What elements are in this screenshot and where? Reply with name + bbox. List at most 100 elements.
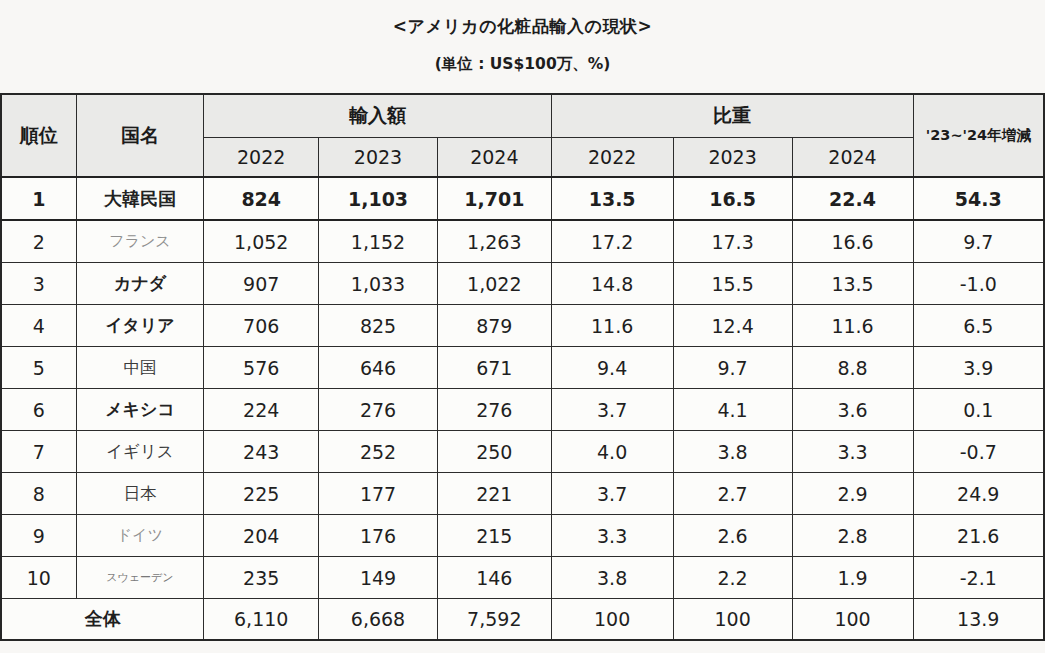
table-row: 2フランス1,0521,1521,26317.217.316.69.7	[1, 220, 1044, 263]
share-value-cell: 17.3	[673, 220, 792, 263]
share-value-cell: 2.9	[792, 473, 913, 515]
country-cell: イギリス	[76, 431, 204, 473]
total-label-cell: 全体	[1, 599, 204, 641]
import-value-cell: 276	[319, 389, 438, 431]
import-value-cell: 671	[437, 347, 551, 389]
share-value-cell: 14.8	[551, 263, 673, 305]
country-cell: 中国	[76, 347, 204, 389]
change-value-cell: 3.9	[913, 347, 1044, 389]
change-value-cell: 6.5	[913, 305, 1044, 347]
table-row: 9ドイツ2041762153.32.62.821.6	[1, 515, 1044, 557]
country-cell: メキシコ	[76, 389, 204, 431]
rank-cell: 4	[1, 305, 76, 347]
page: <アメリカの化粧品輸入の現状> (単位 : US$100万、%) 順位 国名 輸…	[0, 0, 1045, 641]
import-value-cell: 824	[204, 177, 319, 220]
import-value-cell: 243	[204, 431, 319, 473]
share-value-cell: 11.6	[792, 305, 913, 347]
import-value-cell: 1,052	[204, 220, 319, 263]
share-value-cell: 9.4	[551, 347, 673, 389]
import-value-cell: 825	[319, 305, 438, 347]
share-value-cell: 3.6	[792, 389, 913, 431]
import-value-cell: 879	[437, 305, 551, 347]
col-header-country: 国名	[76, 94, 204, 177]
change-value-cell: 24.9	[913, 473, 1044, 515]
import-value-cell: 149	[319, 557, 438, 599]
country-cell: カナダ	[76, 263, 204, 305]
share-value-cell: 3.7	[551, 473, 673, 515]
import-year-header: 2022	[204, 138, 319, 178]
share-value-cell: 16.6	[792, 220, 913, 263]
change-value-cell: 9.7	[913, 220, 1044, 263]
share-value-cell: 9.7	[673, 347, 792, 389]
change-value-cell: -1.0	[913, 263, 1044, 305]
change-value-cell: -2.1	[913, 557, 1044, 599]
share-value-cell: 22.4	[792, 177, 913, 220]
import-value-cell: 225	[204, 473, 319, 515]
total-share-cell: 100	[792, 599, 913, 641]
share-value-cell: 3.8	[551, 557, 673, 599]
total-import-cell: 7,592	[437, 599, 551, 641]
col-header-rank: 順位	[1, 94, 76, 177]
header-group-row: 順位 国名 輸入額 比重 '23~'24年増減	[1, 94, 1044, 138]
change-value-cell: 0.1	[913, 389, 1044, 431]
share-value-cell: 4.1	[673, 389, 792, 431]
col-header-change: '23~'24年増減	[913, 94, 1044, 177]
total-change-cell: 13.9	[913, 599, 1044, 641]
share-value-cell: 12.4	[673, 305, 792, 347]
import-year-header: 2024	[437, 138, 551, 178]
share-value-cell: 11.6	[551, 305, 673, 347]
import-value-cell: 177	[319, 473, 438, 515]
rank-cell: 7	[1, 431, 76, 473]
share-value-cell: 1.9	[792, 557, 913, 599]
rank-cell: 10	[1, 557, 76, 599]
import-value-cell: 250	[437, 431, 551, 473]
share-value-cell: 2.6	[673, 515, 792, 557]
table-row: 5中国5766466719.49.78.83.9	[1, 347, 1044, 389]
total-share-cell: 100	[551, 599, 673, 641]
share-value-cell: 3.8	[673, 431, 792, 473]
share-value-cell: 17.2	[551, 220, 673, 263]
import-value-cell: 1,103	[319, 177, 438, 220]
share-value-cell: 2.8	[792, 515, 913, 557]
share-value-cell: 16.5	[673, 177, 792, 220]
import-value-cell: 1,152	[319, 220, 438, 263]
country-cell: スウェーデン	[76, 557, 204, 599]
total-import-cell: 6,668	[319, 599, 438, 641]
share-value-cell: 3.7	[551, 389, 673, 431]
share-value-cell: 2.2	[673, 557, 792, 599]
rank-cell: 6	[1, 389, 76, 431]
total-row: 全体6,1106,6687,59210010010013.9	[1, 599, 1044, 641]
share-value-cell: 15.5	[673, 263, 792, 305]
unit-note: (単位 : US$100万、%)	[0, 55, 1045, 74]
import-value-cell: 1,701	[437, 177, 551, 220]
import-value-cell: 1,033	[319, 263, 438, 305]
country-cell: ドイツ	[76, 515, 204, 557]
rank-cell: 2	[1, 220, 76, 263]
country-cell: フランス	[76, 220, 204, 263]
import-value-cell: 907	[204, 263, 319, 305]
change-value-cell: -0.7	[913, 431, 1044, 473]
table-row: 4イタリア70682587911.612.411.66.5	[1, 305, 1044, 347]
share-year-header: 2022	[551, 138, 673, 178]
table-row: 8日本2251772213.72.72.924.9	[1, 473, 1044, 515]
import-value-cell: 204	[204, 515, 319, 557]
import-value-cell: 1,022	[437, 263, 551, 305]
import-value-cell: 224	[204, 389, 319, 431]
rank-cell: 3	[1, 263, 76, 305]
import-value-cell: 215	[437, 515, 551, 557]
share-value-cell: 8.8	[792, 347, 913, 389]
share-value-cell: 2.7	[673, 473, 792, 515]
country-cell: 日本	[76, 473, 204, 515]
rank-cell: 5	[1, 347, 76, 389]
total-import-cell: 6,110	[204, 599, 319, 641]
import-value-cell: 146	[437, 557, 551, 599]
share-value-cell: 3.3	[551, 515, 673, 557]
import-value-cell: 1,263	[437, 220, 551, 263]
table-row: 7イギリス2432522504.03.83.3-0.7	[1, 431, 1044, 473]
table-row: 1大韓民国8241,1031,70113.516.522.454.3	[1, 177, 1044, 220]
import-year-header: 2023	[319, 138, 438, 178]
import-value-cell: 221	[437, 473, 551, 515]
imports-table: 順位 国名 輸入額 比重 '23~'24年増減 2022 2023 2024 2…	[0, 93, 1045, 641]
change-value-cell: 21.6	[913, 515, 1044, 557]
import-value-cell: 252	[319, 431, 438, 473]
